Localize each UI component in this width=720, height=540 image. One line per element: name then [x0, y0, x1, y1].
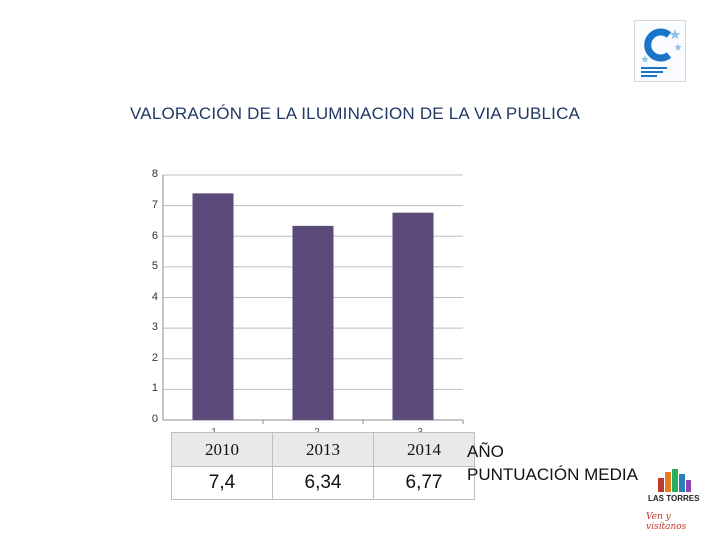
las-torres-logo-icon: LAS TORRES Ven y visítanos: [644, 466, 702, 532]
year-row-label: AÑO: [467, 442, 504, 461]
chart-title: VALORACIÓN DE LA ILUMINACION DE LA VIA P…: [130, 104, 581, 123]
y-tick-label: 0: [151, 413, 158, 425]
score-cell: 7,4: [171, 466, 273, 500]
score-cell: 6,34: [272, 466, 374, 500]
comunidad-logo-icon: [634, 20, 686, 82]
year-cell: 2010: [171, 432, 273, 467]
y-tick-label: 4: [151, 291, 158, 303]
las-torres-slogan: Ven y visítanos: [646, 512, 687, 532]
score-row-label: PUNTUACIÓN MEDIA: [467, 465, 638, 484]
data-table: 2010 2013 2014 7,4 6,34 6,77: [171, 432, 475, 500]
bar: [192, 193, 234, 420]
y-tick-label: 1: [151, 382, 158, 394]
y-tick-label: 3: [151, 321, 158, 333]
y-tick-label: 6: [151, 230, 158, 242]
y-tick-label: 8: [151, 168, 158, 180]
y-tick-label: 7: [151, 199, 158, 211]
bar: [292, 225, 334, 420]
y-tick-label: 2: [151, 352, 158, 364]
y-tick-label: 5: [151, 260, 158, 272]
score-cell: 6,77: [373, 466, 475, 500]
year-cell: 2013: [272, 432, 374, 467]
year-row: 2010 2013 2014: [171, 432, 475, 467]
year-cell: 2014: [373, 432, 475, 467]
bar: [392, 212, 434, 420]
las-torres-text: LAS TORRES: [648, 494, 700, 503]
score-row: 7,4 6,34 6,77: [171, 466, 475, 500]
